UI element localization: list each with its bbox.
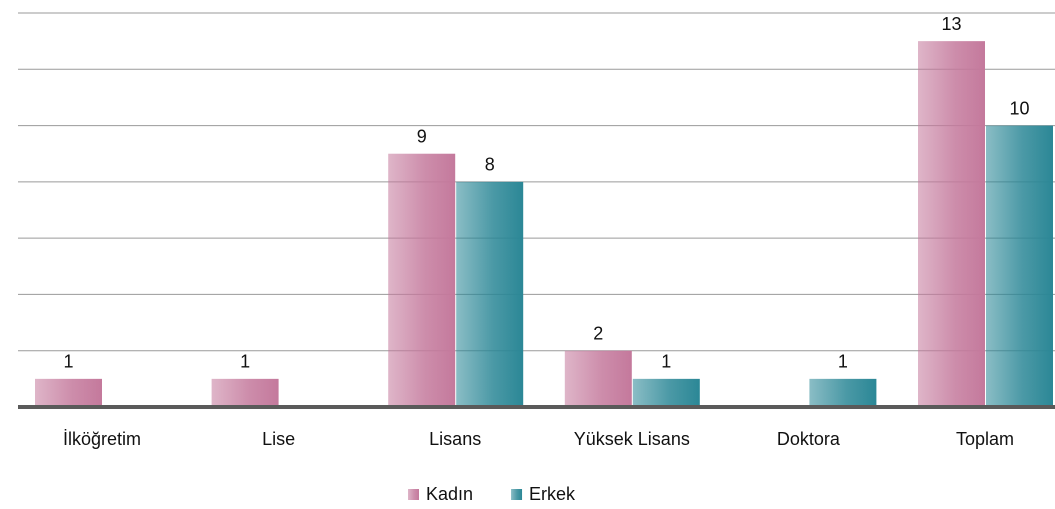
x-tick-label: Lise [262,429,295,449]
bar [632,378,700,407]
bar [564,350,632,407]
bar [456,181,524,407]
data-label: 1 [63,352,73,372]
data-label: 13 [941,14,961,34]
bar [211,378,279,407]
legend-swatch [408,489,419,500]
bar [918,41,985,408]
x-tick-label: Lisans [429,429,481,449]
data-label: 1 [838,352,848,372]
x-tick-label: Yüksek Lisans [574,429,690,449]
data-label: 9 [417,126,427,146]
data-label: 2 [593,323,603,343]
legend-label: Erkek [529,484,576,504]
bar [388,153,456,407]
x-tick-label: İlköğretim [63,429,141,449]
bar [35,378,102,407]
data-label: 8 [485,155,495,175]
x-tick-label: Doktora [777,429,841,449]
legend-label: Kadın [426,484,473,504]
data-label: 10 [1009,98,1029,118]
data-label: 1 [661,352,671,372]
bar [809,378,877,407]
bar [986,125,1053,408]
x-tick-label: Toplam [956,429,1014,449]
legend-swatch [511,489,523,500]
data-label: 1 [240,352,250,372]
